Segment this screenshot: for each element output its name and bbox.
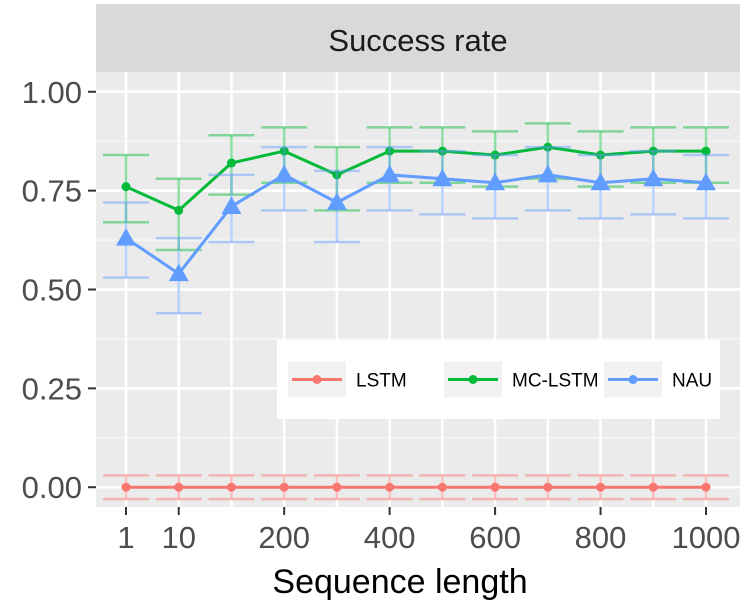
legend-key-marker	[468, 375, 478, 384]
data-point	[543, 482, 553, 492]
x-tick-label: 1000	[672, 520, 741, 555]
data-point	[537, 164, 558, 183]
data-point	[274, 164, 295, 183]
series-layer	[103, 122, 729, 501]
y-tick-label: 0.25	[22, 371, 82, 406]
data-point	[379, 164, 400, 183]
data-point	[174, 482, 184, 492]
data-point	[121, 482, 131, 492]
legend-key-marker	[312, 375, 322, 384]
data-point	[490, 150, 500, 160]
data-point	[437, 146, 447, 156]
series-lstm	[103, 474, 729, 501]
data-point	[490, 482, 500, 492]
data-point	[432, 168, 453, 187]
data-point	[437, 482, 447, 492]
y-axis: 0.00 0.25 0.50 0.75 1.00	[22, 75, 96, 505]
data-point	[168, 263, 189, 282]
data-point	[332, 482, 342, 492]
x-axis: 1 10 200 400 600 800 1000	[117, 507, 740, 555]
data-point	[701, 146, 711, 156]
data-point	[326, 192, 347, 210]
data-point	[590, 172, 611, 191]
x-tick-label: 10	[161, 520, 195, 555]
y-tick-label: 0.50	[22, 273, 82, 308]
x-tick-label: 200	[258, 520, 310, 555]
data-point	[648, 146, 658, 156]
legend: LSTM MC-LSTM NAU	[277, 340, 720, 419]
data-point	[648, 482, 658, 492]
data-point	[643, 168, 664, 187]
legend-label: LSTM	[356, 371, 407, 392]
data-point	[543, 142, 553, 152]
data-point	[221, 196, 242, 214]
data-point	[385, 146, 395, 156]
series-line	[125, 173, 707, 276]
series-line	[125, 145, 706, 213]
data-point	[226, 158, 236, 168]
data-point	[596, 482, 606, 492]
legend-key-marker	[628, 375, 638, 384]
series-nau	[103, 145, 729, 315]
data-point	[332, 170, 342, 180]
data-point	[226, 482, 236, 492]
x-tick-label: 600	[469, 520, 521, 555]
x-tick-label: 800	[575, 520, 627, 555]
y-tick-label: 1.00	[22, 75, 82, 110]
x-axis-label: Sequence length	[272, 563, 527, 601]
data-point	[121, 182, 131, 192]
legend-label: MC-LSTM	[512, 371, 599, 392]
chart-title: Success rate	[328, 23, 507, 58]
x-tick-label: 400	[364, 520, 416, 555]
data-point	[596, 150, 606, 160]
data-point	[174, 205, 184, 215]
y-tick-label: 0.00	[22, 470, 82, 505]
data-point	[116, 228, 136, 246]
x-tick-label: 1	[117, 520, 134, 555]
data-point	[279, 146, 289, 156]
data-point	[701, 482, 711, 492]
facet-strip	[96, 4, 740, 72]
data-point	[279, 482, 289, 492]
data-point	[485, 172, 506, 191]
data-point	[385, 482, 395, 492]
y-tick-label: 0.75	[22, 174, 82, 209]
legend-label: NAU	[672, 371, 712, 392]
data-point	[696, 172, 716, 191]
